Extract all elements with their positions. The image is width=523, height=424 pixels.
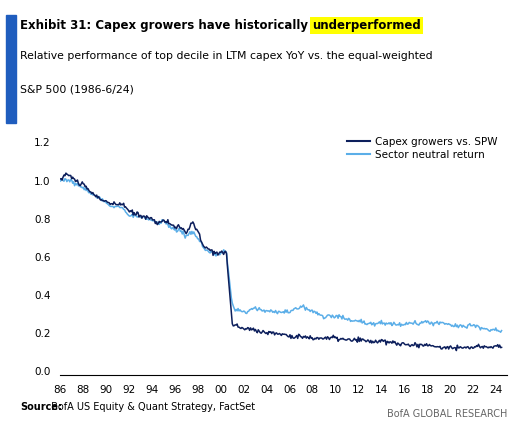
- Text: underperformed: underperformed: [312, 19, 420, 32]
- Text: BofA US Equity & Quant Strategy, FactSet: BofA US Equity & Quant Strategy, FactSet: [48, 402, 255, 412]
- Text: Relative performance of top decile in LTM capex YoY vs. the equal-weighted: Relative performance of top decile in LT…: [20, 51, 433, 61]
- Text: Source:: Source:: [20, 402, 62, 412]
- Text: S&P 500 (1986-6/24): S&P 500 (1986-6/24): [20, 85, 134, 95]
- Text: Exhibit 31: Capex growers have historically: Exhibit 31: Capex growers have historica…: [20, 19, 312, 32]
- Legend: Capex growers vs. SPW, Sector neutral return: Capex growers vs. SPW, Sector neutral re…: [343, 132, 502, 164]
- Text: BofA GLOBAL RESEARCH: BofA GLOBAL RESEARCH: [387, 409, 507, 419]
